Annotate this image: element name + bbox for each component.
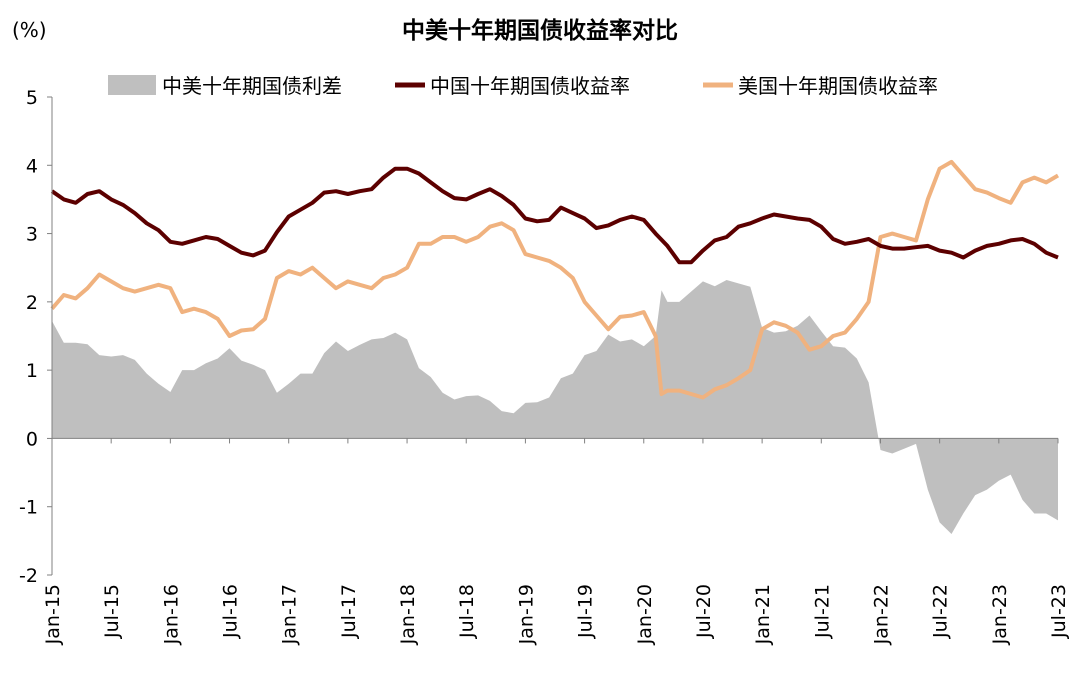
y-tick-label: 3 <box>26 224 38 246</box>
x-tick-label: Jul-20 <box>693 584 715 639</box>
y-tick-label: 0 <box>26 428 38 450</box>
x-tick-label: Jan-20 <box>634 584 656 645</box>
y-tick-label: 5 <box>26 87 38 109</box>
x-tick-label: Jan-15 <box>42 584 64 645</box>
x-tick-label: Jan-16 <box>160 584 182 645</box>
x-tick-label: Jan-17 <box>279 584 301 645</box>
x-tick-label: Jul-21 <box>811 584 833 639</box>
x-tick-label: Jan-21 <box>752 584 774 645</box>
legend-swatch-spread <box>108 75 156 95</box>
y-tick-label: 1 <box>26 360 38 382</box>
legend-label-china: 中国十年期国债收益率 <box>430 74 630 98</box>
legend-label-spread: 中美十年期国债利差 <box>162 74 342 98</box>
x-tick-label: Jul-22 <box>930 584 952 639</box>
chart-title: 中美十年期国债收益率对比 <box>402 17 678 44</box>
x-tick-label: Jul-15 <box>101 584 123 639</box>
y-tick-label: 2 <box>26 292 38 314</box>
x-tick-label: Jan-18 <box>397 584 419 645</box>
x-tick-label: Jan-19 <box>515 584 537 645</box>
plot-area <box>50 159 1060 534</box>
x-tick-label: Jul-23 <box>1048 584 1070 639</box>
x-tick-label: Jul-16 <box>220 584 242 639</box>
unit-label: (%) <box>12 18 47 42</box>
series-line-us <box>50 159 1060 400</box>
series-line-china <box>50 166 1059 265</box>
x-tick-label: Jul-18 <box>456 584 478 639</box>
y-tick-label: -2 <box>19 565 38 587</box>
y-tick-label: -1 <box>19 497 38 519</box>
legend-label-us: 美国十年期国债收益率 <box>738 74 938 98</box>
x-tick-label: Jul-17 <box>338 584 360 639</box>
series-area-spread <box>52 280 1058 534</box>
legend: 中美十年期国债利差 中国十年期国债收益率 美国十年期国债收益率 <box>108 74 938 98</box>
x-tick-label: Jan-22 <box>871 584 893 645</box>
x-tick-label: Jan-23 <box>989 584 1011 645</box>
x-tick-label: Jul-19 <box>575 584 597 639</box>
y-tick-label: 4 <box>26 155 38 177</box>
